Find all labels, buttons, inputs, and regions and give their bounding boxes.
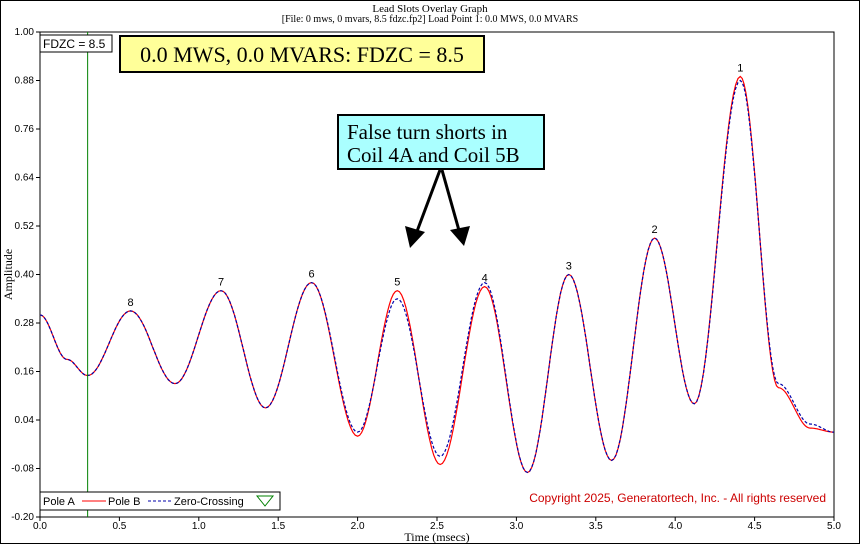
- annotation-arrows: [405, 169, 470, 248]
- peak-label: 2: [651, 224, 657, 236]
- arrow-left-head: [405, 226, 425, 248]
- peak-label: 4: [482, 273, 488, 285]
- cyan-box-line2: Coil 4A and Coil 5B: [347, 143, 520, 167]
- legend-pole-a-label: Pole A: [43, 496, 75, 508]
- peak-label: 8: [127, 297, 133, 309]
- plot-area: [39, 31, 835, 518]
- series-pole-b-line: [39, 79, 834, 474]
- y-tick-label: 0.64: [15, 173, 35, 184]
- y-tick-label: 0.76: [15, 124, 35, 135]
- legend-zero-crossing-label: Zero-Crossing: [174, 496, 244, 508]
- y-tick-label: 0.28: [15, 318, 35, 329]
- x-axis-label: Time (msecs): [404, 530, 469, 544]
- y-axis-label: Amplitude: [1, 249, 15, 300]
- peak-label: 1: [737, 62, 743, 74]
- legend-zero-crossing-icon: [255, 495, 275, 507]
- cyan-annotation-box: False turn shorts in Coil 4A and Coil 5B: [337, 114, 545, 170]
- copyright-text: Copyright 2025, Generatortech, Inc. - Al…: [529, 491, 826, 505]
- peak-label: 6: [308, 269, 314, 281]
- y-tick-label: 0.88: [15, 76, 35, 87]
- x-tick-label: 1.5: [271, 521, 285, 532]
- y-tick-label: -0.08: [11, 464, 34, 475]
- y-tick-label: 0.52: [15, 221, 35, 232]
- x-tick-label: 5.0: [827, 521, 841, 532]
- peak-label: 5: [394, 277, 400, 289]
- x-tick-label: 1.0: [192, 521, 206, 532]
- fdzc-tag-text: FDZC = 8.5: [43, 37, 106, 51]
- arrow-left-shaft: [414, 169, 442, 235]
- y-tick-label: -0.20: [11, 512, 34, 523]
- peak-label: 3: [566, 261, 572, 273]
- chart-subtitle: [File: 0 mws, 0 mvars, 8.5 fdzc.fp2] Loa…: [281, 14, 579, 25]
- x-tick-label: 3.0: [509, 521, 523, 532]
- x-tick-label: 2.0: [351, 521, 365, 532]
- arrow-right-shaft: [440, 169, 462, 235]
- x-tick-label: 2.5: [430, 521, 444, 532]
- x-tick-label: 0.5: [112, 521, 126, 532]
- chart-title: Lead Slots Overlay Graph: [372, 3, 488, 15]
- legend: Pole A Pole B Zero-Crossing: [39, 491, 281, 511]
- y-tick-label: 0.16: [15, 367, 35, 378]
- fdzc-tag: FDZC = 8.5: [39, 34, 113, 53]
- cyan-box-line1: False turn shorts in: [347, 120, 508, 144]
- peak-label: 7: [218, 277, 224, 289]
- legend-pole-b-label: Pole B: [108, 496, 140, 508]
- x-tick-label: 0.0: [33, 521, 47, 532]
- x-tick-label: 4.5: [748, 521, 762, 532]
- y-tick-label: 1.00: [15, 27, 35, 38]
- y-tick-label: 0.04: [15, 415, 35, 426]
- x-tick-label: 4.0: [668, 521, 682, 532]
- yellow-annotation-box: 0.0 MWS, 0.0 MVARS: FDZC = 8.5: [119, 35, 485, 73]
- yellow-box-text: 0.0 MWS, 0.0 MVARS: FDZC = 8.5: [140, 42, 464, 67]
- arrow-right-head: [450, 226, 470, 246]
- y-tick-label: 0.40: [15, 270, 35, 281]
- x-tick-label: 3.5: [589, 521, 603, 532]
